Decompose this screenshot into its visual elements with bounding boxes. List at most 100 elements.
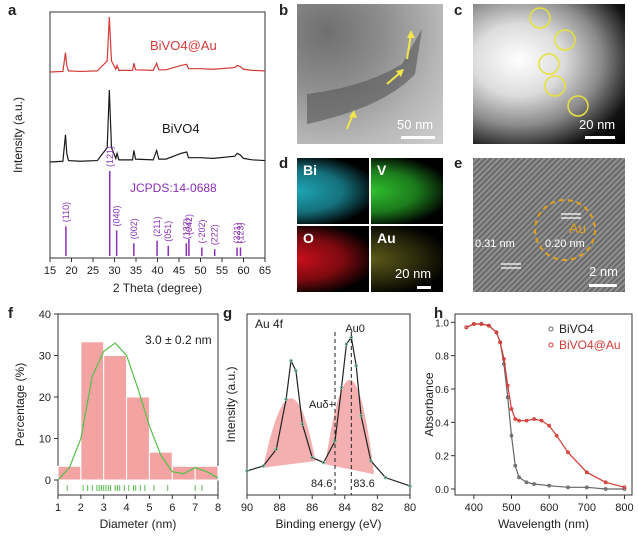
x-axis-label: Binding energy (eV) [275,517,381,531]
arrow-icon [407,30,415,38]
d-spacing-au: 0.20 nm [545,238,585,250]
absorbance-data-point [486,323,491,328]
xps-chart: 90 88 86 84 82 80 Binding energy (eV) Intensity… [224,313,416,531]
hrtem-overlay-e [501,199,617,287]
x-axis-label: 2 Theta (degree) [113,281,202,295]
plot-frame [57,313,219,496]
x-tick-label: 55 [216,265,228,277]
chart-title: Au 4f [255,317,284,331]
au0-peak-area [263,398,316,468]
absorbance-data-point [524,418,529,423]
xps-data-point [321,460,326,465]
eds-label-bi: Bi [303,162,317,178]
absorbance-data-point [502,357,506,361]
absorbance-data-point [584,485,589,490]
absorbance-data-point [547,483,552,488]
absorbance-data-point [603,487,608,491]
size-annotation: 3.0 ± 0.2 nm [145,333,212,347]
eds-label-o: O [303,230,314,246]
peak-index-label: (121) [105,146,115,167]
panel-label-c: c [454,2,463,19]
y-tick-label: 0.0 [435,485,449,496]
peak-index-label: (051) [163,221,173,242]
legend-bivo4: BiVO4 [559,322,594,336]
y-tick-label: 30 [39,351,51,363]
histogram-bar [103,355,128,481]
x-tick-label: 400 [465,502,483,514]
panel-label-g: g [223,305,233,322]
x-tick-label: 90 [241,502,253,514]
x-tick-label: 88 [273,502,285,514]
panel-label-d: d [279,155,289,172]
legend-marker [548,342,554,348]
plot-frame [454,313,633,496]
uvvis-chart: 400 500 600 700 800 0.0 0.2 0.4 0.6 0.8 1.0 Wavelen… [425,313,634,531]
scale-bar [401,136,435,139]
xps-data-point [284,397,288,401]
scale-label-c: 20 nm [579,117,616,132]
scale-label-d: 20 nm [395,266,432,281]
y-axis-label: Absorbance [425,372,436,436]
absorbance-data-point [539,418,544,423]
x-tick-label: 2 [78,502,84,514]
x-tick-label: 15 [44,265,56,277]
x-tick-label: 65 [259,265,271,277]
y-tick-label: 0 [45,475,51,487]
eds-map-au: Au 20 nm [371,226,443,292]
absorbance-data-point [603,480,608,485]
xps-data-point [310,455,314,460]
y-tick-label: 20 [39,392,51,404]
panel-label-a: a [8,2,17,19]
absorbance-data-point [517,418,521,423]
haadf-image-c: 20 nm [473,4,625,144]
xps-data-point [408,484,412,488]
y-tick-label: 0.6 [435,385,449,396]
tem-image-b: 50 nm [297,4,443,144]
x-tick-label: 500 [502,502,520,514]
au-particle-ring [534,199,596,261]
absorbance-data-point [524,480,529,485]
x-tick-label: 80 [404,502,416,514]
absorbance-data-point [494,330,499,335]
xps-data-point [359,414,363,418]
absorbance-data-point [505,383,510,388]
xrd-series-line [49,16,266,73]
absorbance-data-point [622,485,627,490]
xps-data-point [289,358,293,363]
eds-label-au: Au [377,230,396,246]
x-tick-label: 20 [65,265,77,277]
x-tick-label: 40 [151,265,163,277]
peak-energy-label: 83.6 [353,478,374,490]
plot-frame [246,313,411,496]
absorbance-data-point [566,485,570,490]
peak-index-label: (123) [235,222,245,243]
xps-data-point [339,385,344,390]
eds-label-v: V [377,162,387,178]
eds-map-v: V [371,158,443,224]
legend-bivo4: BiVO4 [162,121,200,136]
scale-label-e: 2 nm [589,264,618,279]
peak-index-label: (110) [61,202,71,222]
absorbance-data-point [513,417,518,421]
particle-circle [538,53,560,75]
scale-bar [589,284,617,287]
tem-overlay-b [307,29,435,139]
x-tick-label: 45 [173,265,185,277]
y-axis-label: Intensity (a.u.) [224,366,238,442]
x-tick-label: 6 [169,502,175,514]
particle-circle [554,29,576,51]
y-tick-label: 0.4 [435,418,449,429]
absorbance-data-point [622,487,627,491]
absorbance-data-point [509,407,514,411]
au0-peak-area [325,379,375,475]
arrow-icon [396,69,404,77]
x-tick-label: 5 [146,502,152,514]
reference-label: JCPDS:14-0688 [130,181,217,195]
au-label: Au [569,220,587,236]
scale-label-b: 50 nm [397,117,434,132]
legend-marker [548,326,554,332]
y-tick-label: 10 [39,434,51,446]
xps-data-point [369,459,373,463]
histogram-bar [80,341,105,481]
xps-data-point [383,475,388,480]
